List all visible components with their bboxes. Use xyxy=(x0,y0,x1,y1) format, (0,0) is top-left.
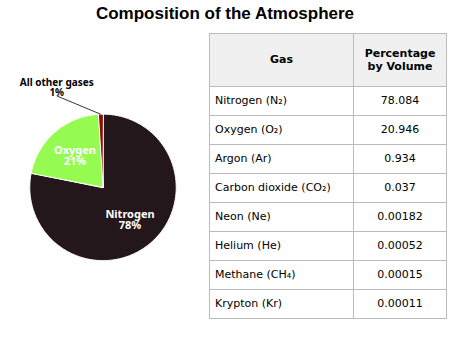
html-text:Nitrogen (N₂): Nitrogen (N₂) xyxy=(215,94,288,108)
svg-text:Oxygen21%: Oxygen21% xyxy=(54,142,96,168)
html-text:Neon (Ne): Neon (Ne) xyxy=(215,210,271,224)
html-text:Argon (Ar): Argon (Ar) xyxy=(215,152,272,166)
html-text:0.00011: 0.00011 xyxy=(377,297,423,311)
html-text:0.934: 0.934 xyxy=(384,152,416,166)
html-text:0.037: 0.037 xyxy=(384,181,416,195)
html-text:Percentage by Volume: Percentage by Volume xyxy=(364,46,436,73)
html-text:0.00052: 0.00052 xyxy=(377,239,423,253)
html-text:Methane (CH₄): Methane (CH₄) xyxy=(215,268,296,282)
html-text:Helium (He): Helium (He) xyxy=(215,239,281,253)
svg-text:Nitrogen78%: Nitrogen78% xyxy=(105,206,154,232)
svg-text:All other gases1%: All other gases1% xyxy=(20,75,94,99)
html-text:0.00015: 0.00015 xyxy=(377,268,423,282)
html-text:Oxygen (O₂): Oxygen (O₂) xyxy=(215,123,283,137)
html-text:20.946: 20.946 xyxy=(380,123,420,137)
html-text:Carbon dioxide (CO₂): Carbon dioxide (CO₂) xyxy=(215,181,331,195)
html-text:78.084: 78.084 xyxy=(380,94,420,108)
html-text:Krypton (Kr): Krypton (Kr) xyxy=(215,297,283,311)
html-text:Gas: Gas xyxy=(270,53,293,67)
html-text:0.00182: 0.00182 xyxy=(377,210,423,224)
html-text:Composition of the Atmosphere: Composition of the Atmosphere xyxy=(95,4,355,23)
